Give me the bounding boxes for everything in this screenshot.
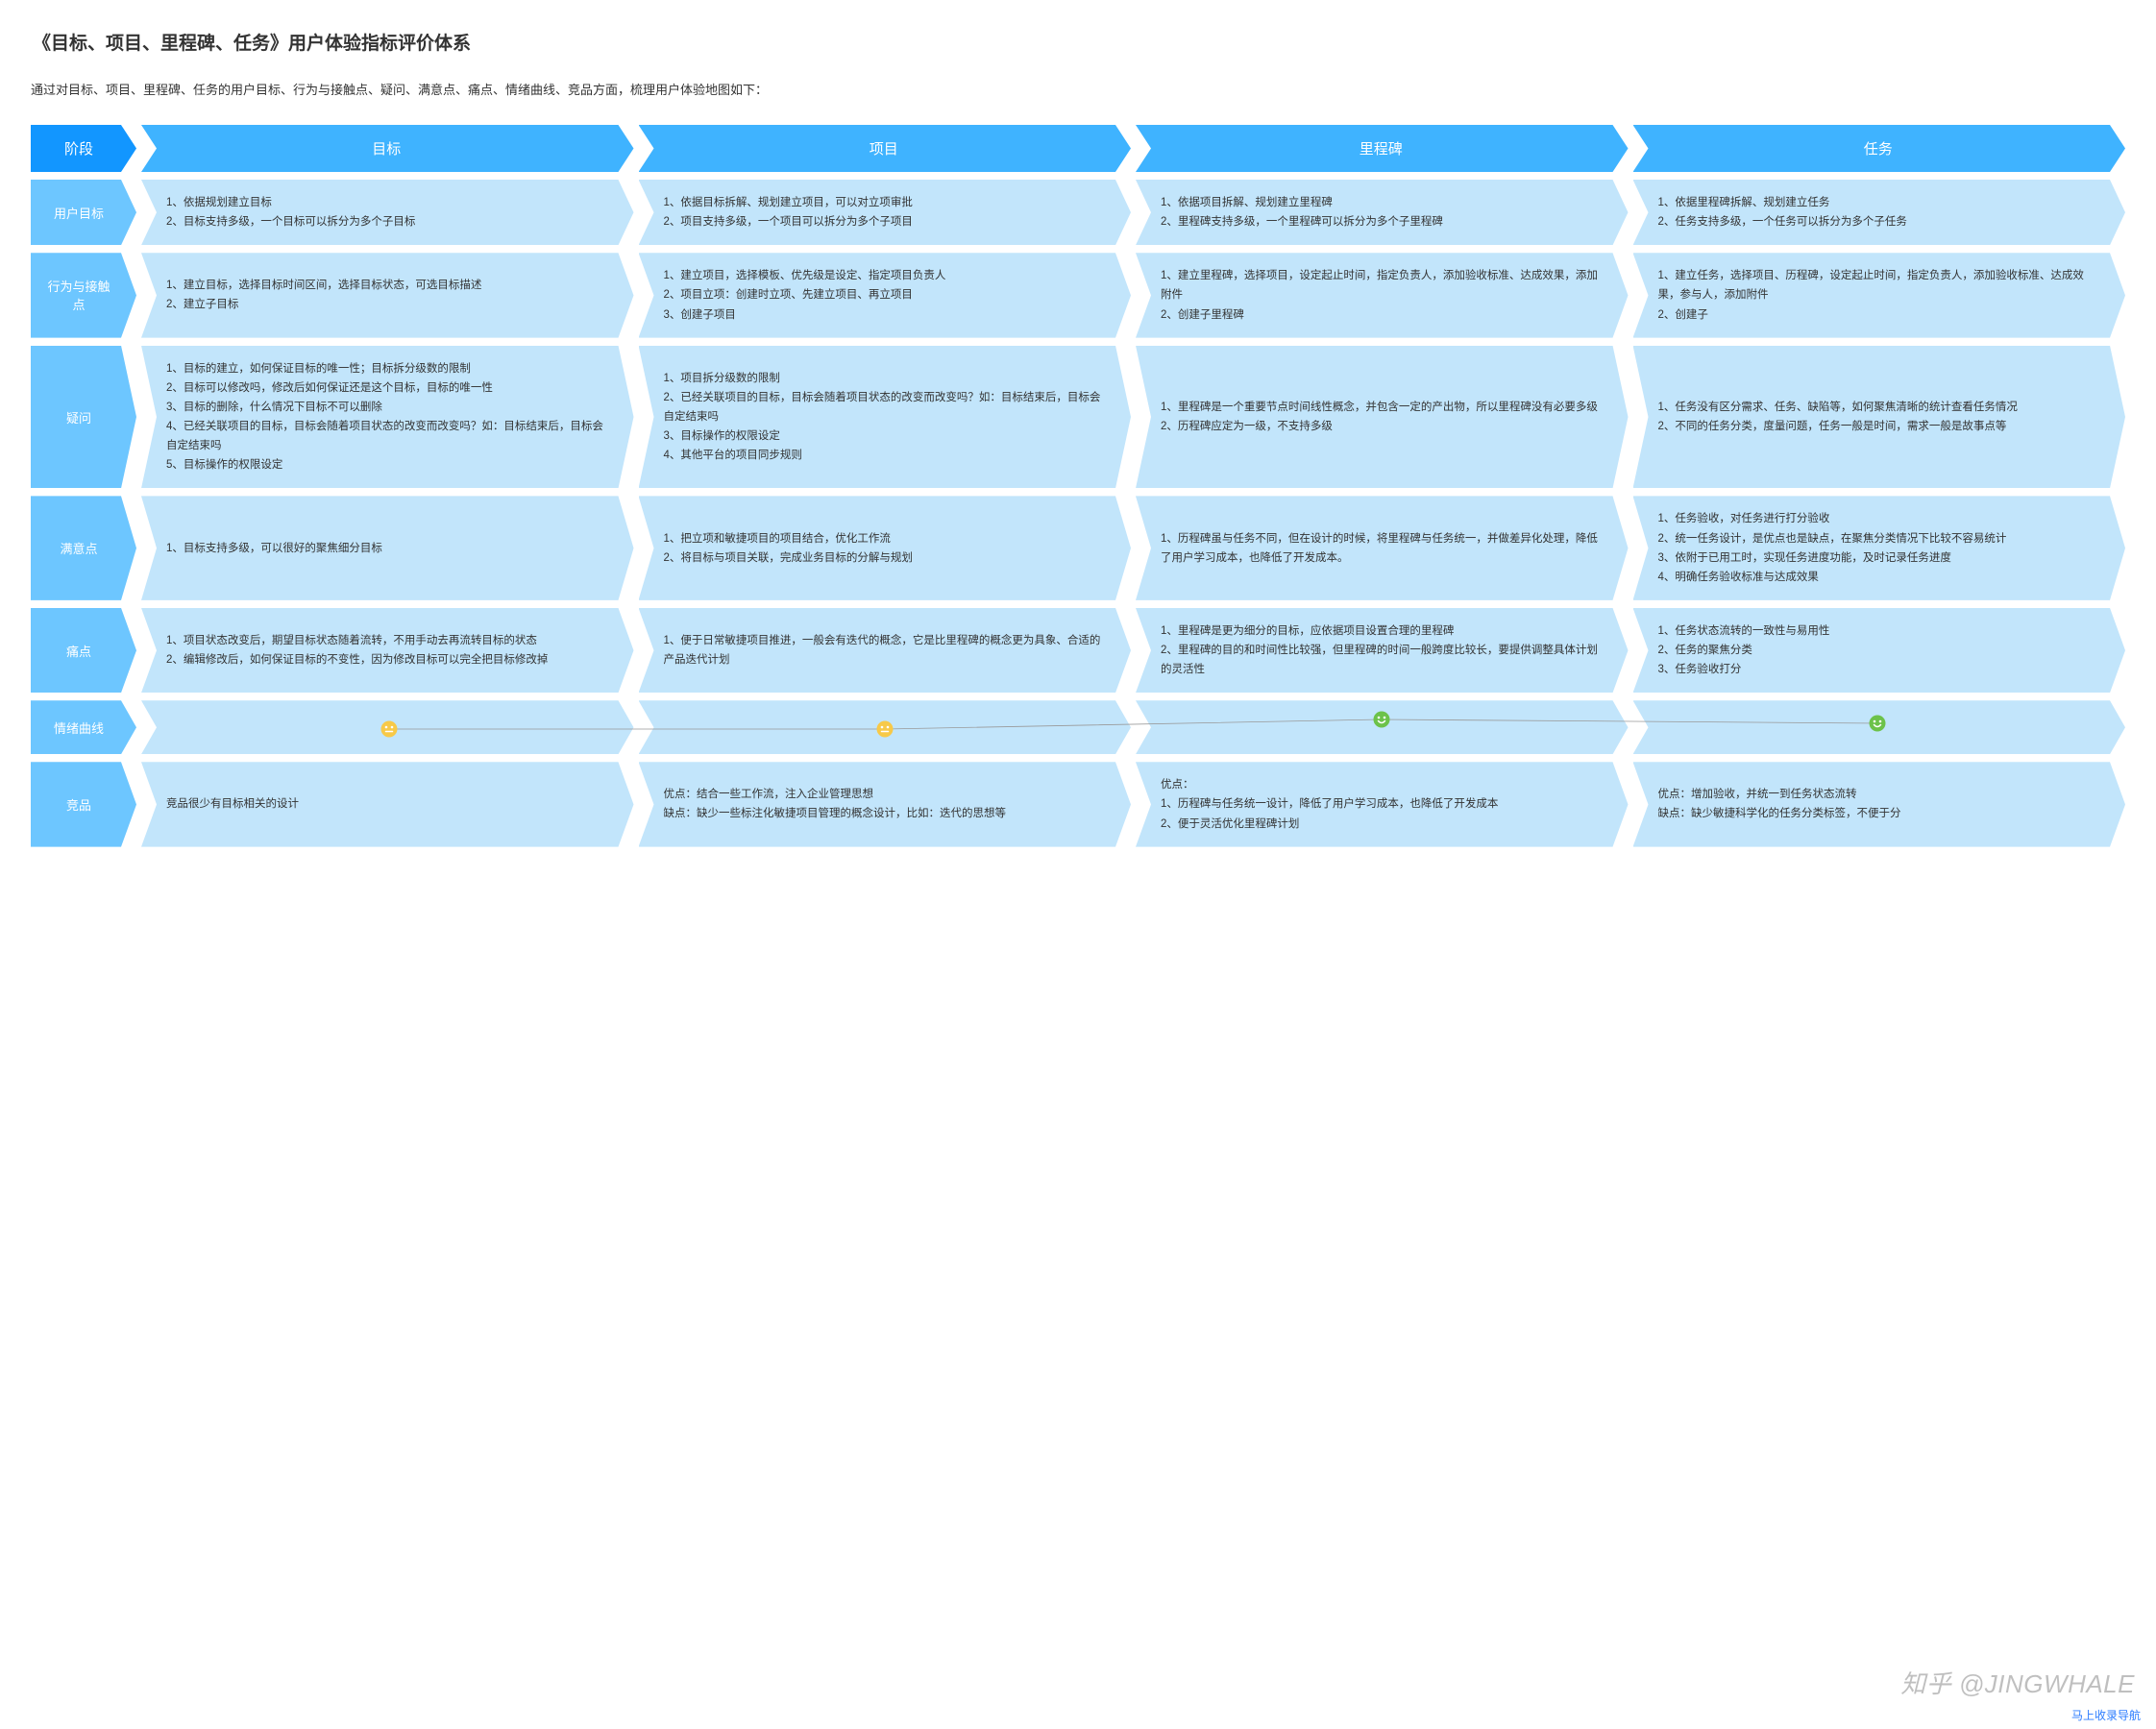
watermark: 知乎 @JINGWHALE — [1900, 1665, 2135, 1700]
header-col-3: 任务 — [1633, 125, 2126, 172]
cell-content: 1、项目拆分级数的限制2、已经关联项目的目标，目标会随着项目状态的改变而改变吗？… — [664, 369, 1105, 466]
cell-r6-c1: 优点：结合一些工作流，注入企业管理思想缺点：缺少一些标注化敏捷项目管理的概念设计… — [639, 762, 1132, 846]
cell-r2-c0: 1、目标的建立，如何保证目标的唯一性；目标拆分级数的限制2、目标可以修改吗，修改… — [141, 346, 634, 489]
cell-r1-c3: 1、建立任务，选择项目、历程碑，设定起止时间，指定负责人，添加验收标准、达成效果… — [1633, 253, 2126, 337]
cell-content: 竞品很少有目标相关的设计 — [166, 794, 607, 814]
cell-content: 1、里程碑是一个重要节点时间线性概念，并包含一定的产出物，所以里程碑没有必要多级… — [1161, 398, 1602, 436]
cell-content: 1、依据目标拆解、规划建立项目，可以对立项审批2、项目支持多级，一个项目可以拆分… — [664, 193, 1105, 231]
cell-r4-c3: 1、任务状态流转的一致性与易用性2、任务的聚焦分类3、任务验收打分 — [1633, 608, 2126, 693]
cell-r3-c3: 1、任务验收，对任务进行打分验收2、统一任务设计，是优点也是缺点，在聚焦分类情况… — [1633, 496, 2126, 600]
face-happy-icon — [1373, 712, 1389, 728]
cell-r3-c1: 1、把立项和敏捷项目的项目结合，优化工作流2、将目标与项目关联，完成业务目标的分… — [639, 496, 1132, 600]
cell-r4-c0: 1、项目状态改变后，期望目标状态随着流转，不用手动去再流转目标的状态2、编辑修改… — [141, 608, 634, 693]
cell-r3-c0: 1、目标支持多级，可以很好的聚焦细分目标 — [141, 496, 634, 600]
cell-content: 1、把立项和敏捷项目的项目结合，优化工作流2、将目标与项目关联，完成业务目标的分… — [664, 529, 1105, 568]
cell-r2-c1: 1、项目拆分级数的限制2、已经关联项目的目标，目标会随着项目状态的改变而改变吗？… — [639, 346, 1132, 489]
face-neutral-icon — [381, 721, 398, 738]
cell-content: 1、任务验收，对任务进行打分验收2、统一任务设计，是优点也是缺点，在聚焦分类情况… — [1658, 509, 2099, 587]
cell-content: 1、任务没有区分需求、任务、缺陷等，如何聚焦清晰的统计查看任务情况2、不同的任务… — [1658, 398, 2099, 436]
cell-content: 1、目标支持多级，可以很好的聚焦细分目标 — [166, 539, 607, 558]
cell-r1-c0: 1、建立目标，选择目标时间区间，选择目标状态，可选目标描述2、建立子目标 — [141, 253, 634, 337]
cell-r6-c3: 优点：增加验收，并统一到任务状态流转缺点：缺少敏捷科学化的任务分类标签，不便于分 — [1633, 762, 2126, 846]
cell-content: 1、依据项目拆解、规划建立里程碑2、里程碑支持多级，一个里程碑可以拆分为多个子里… — [1161, 193, 1602, 231]
row-label-4: 痛点 — [31, 608, 136, 693]
cell-r4-c1: 1、便于日常敏捷项目推进，一般会有迭代的概念，它是比里程碑的概念更为具象、合适的… — [639, 608, 1132, 693]
cell-r2-c3: 1、任务没有区分需求、任务、缺陷等，如何聚焦清晰的统计查看任务情况2、不同的任务… — [1633, 346, 2126, 489]
cell-content: 1、建立目标，选择目标时间区间，选择目标状态，可选目标描述2、建立子目标 — [166, 276, 607, 314]
cell-content: 1、项目状态改变后，期望目标状态随着流转，不用手动去再流转目标的状态2、编辑修改… — [166, 631, 607, 670]
emotion-curve — [141, 700, 2125, 754]
face-happy-icon — [1869, 716, 1885, 732]
row-label-3: 满意点 — [31, 496, 136, 600]
cell-r0-c1: 1、依据目标拆解、规划建立项目，可以对立项审批2、项目支持多级，一个项目可以拆分… — [639, 180, 1132, 245]
cell-content: 1、依据规划建立目标2、目标支持多级，一个目标可以拆分为多个子目标 — [166, 193, 607, 231]
cell-r1-c1: 1、建立项目，选择模板、优先级是设定、指定项目负责人2、项目立项：创建时立项、先… — [639, 253, 1132, 337]
header-col-2: 里程碑 — [1136, 125, 1629, 172]
cell-r0-c0: 1、依据规划建立目标2、目标支持多级，一个目标可以拆分为多个子目标 — [141, 180, 634, 245]
cell-r0-c3: 1、依据里程碑拆解、规划建立任务2、任务支持多级，一个任务可以拆分为多个子任务 — [1633, 180, 2126, 245]
page-subtitle: 通过对目标、项目、里程碑、任务的用户目标、行为与接触点、疑问、满意点、痛点、情绪… — [31, 80, 2125, 98]
cell-content: 1、建立项目，选择模板、优先级是设定、指定项目负责人2、项目立项：创建时立项、先… — [664, 266, 1105, 324]
cell-content: 1、目标的建立，如何保证目标的唯一性；目标拆分级数的限制2、目标可以修改吗，修改… — [166, 359, 607, 475]
page-title: 《目标、项目、里程碑、任务》用户体验指标评价体系 — [33, 29, 2125, 55]
cell-r6-c0: 竞品很少有目标相关的设计 — [141, 762, 634, 846]
cell-content: 优点：1、历程碑与任务统一设计，降低了用户学习成本，也降低了开发成本2、便于灵活… — [1161, 775, 1602, 833]
ux-map-grid: 阶段目标项目里程碑任务用户目标 1、依据规划建立目标2、目标支持多级，一个目标可以… — [31, 125, 2125, 847]
face-neutral-icon — [877, 721, 894, 738]
row-label-1: 行为与接触点 — [31, 253, 136, 337]
row-label-5: 情绪曲线 — [31, 700, 136, 754]
cell-r1-c2: 1、建立里程碑，选择项目，设定起止时间，指定负责人，添加验收标准、达成效果，添加… — [1136, 253, 1629, 337]
header-col-1: 项目 — [639, 125, 1132, 172]
cell-content: 优点：结合一些工作流，注入企业管理思想缺点：缺少一些标注化敏捷项目管理的概念设计… — [664, 785, 1105, 823]
row-label-6: 竞品 — [31, 762, 136, 846]
cell-r6-c2: 优点：1、历程碑与任务统一设计，降低了用户学习成本，也降低了开发成本2、便于灵活… — [1136, 762, 1629, 846]
header-col-0: 目标 — [141, 125, 634, 172]
row-label-0: 用户目标 — [31, 180, 136, 245]
cell-content: 1、建立任务，选择项目、历程碑，设定起止时间，指定负责人，添加验收标准、达成效果… — [1658, 266, 2099, 324]
cell-content: 1、历程碑虽与任务不同，但在设计的时候，将里程碑与任务统一，并做差异化处理，降低… — [1161, 529, 1602, 568]
footer-link: 马上收录导航 — [2071, 1707, 2141, 1723]
cell-content: 1、建立里程碑，选择项目，设定起止时间，指定负责人，添加验收标准、达成效果，添加… — [1161, 266, 1602, 324]
header-stage-label: 阶段 — [31, 125, 136, 172]
row-label-2: 疑问 — [31, 346, 136, 489]
cell-r2-c2: 1、里程碑是一个重要节点时间线性概念，并包含一定的产出物，所以里程碑没有必要多级… — [1136, 346, 1629, 489]
cell-content: 1、任务状态流转的一致性与易用性2、任务的聚焦分类3、任务验收打分 — [1658, 621, 2099, 679]
cell-r3-c2: 1、历程碑虽与任务不同，但在设计的时候，将里程碑与任务统一，并做差异化处理，降低… — [1136, 496, 1629, 600]
cell-content: 1、便于日常敏捷项目推进，一般会有迭代的概念，它是比里程碑的概念更为具象、合适的… — [664, 631, 1105, 670]
cell-content: 1、依据里程碑拆解、规划建立任务2、任务支持多级，一个任务可以拆分为多个子任务 — [1658, 193, 2099, 231]
cell-content: 1、里程碑是更为细分的目标，应依据项目设置合理的里程碑2、里程碑的目的和时间性比… — [1161, 621, 1602, 679]
cell-r0-c2: 1、依据项目拆解、规划建立里程碑2、里程碑支持多级，一个里程碑可以拆分为多个子里… — [1136, 180, 1629, 245]
cell-content: 优点：增加验收，并统一到任务状态流转缺点：缺少敏捷科学化的任务分类标签，不便于分 — [1658, 785, 2099, 823]
cell-r4-c2: 1、里程碑是更为细分的目标，应依据项目设置合理的里程碑2、里程碑的目的和时间性比… — [1136, 608, 1629, 693]
